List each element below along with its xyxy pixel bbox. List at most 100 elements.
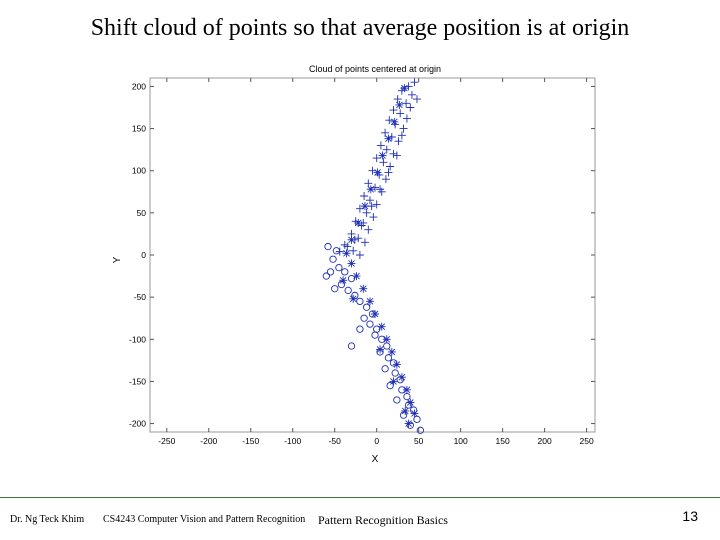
x-tick-label: -50 [329, 436, 342, 446]
data-point-plus [379, 158, 388, 167]
data-point-circle [347, 342, 356, 350]
data-point-plus [402, 114, 411, 123]
data-point-star [359, 284, 368, 293]
data-point-plus [369, 213, 378, 222]
data-point-circle [389, 359, 398, 367]
data-point-circle [356, 297, 364, 306]
data-point-star [404, 419, 413, 428]
data-point-plus [362, 208, 371, 217]
y-tick-label: 50 [137, 208, 147, 218]
data-point-plus [402, 99, 411, 108]
data-point-plus [355, 251, 364, 259]
footer-author: Dr. Ng Teck Khim [10, 514, 85, 525]
footer-divider [0, 497, 720, 498]
data-point-circle [329, 255, 337, 263]
data-point-plus [393, 95, 402, 104]
data-point-circle [332, 247, 341, 255]
x-tick-label: -200 [200, 436, 217, 446]
data-point-circle [403, 392, 411, 401]
data-point-star [371, 310, 380, 318]
x-tick-label: 150 [496, 436, 510, 446]
data-point-plus [389, 106, 398, 115]
y-tick-label: -150 [129, 376, 146, 386]
data-point-circle [326, 268, 335, 276]
data-point-star [390, 117, 399, 126]
data-point-circle [413, 415, 421, 424]
plot-background [149, 77, 596, 433]
x-tick-label: 250 [580, 436, 594, 446]
data-point-star [392, 360, 401, 369]
data-point-star [347, 235, 356, 244]
data-point-circle [416, 426, 425, 434]
data-point-plus [382, 145, 391, 154]
data-point-plus [399, 124, 408, 133]
y-tick-label: 100 [132, 166, 146, 176]
footer-topic: Pattern Recognition Basics [318, 513, 448, 527]
data-point-circle [409, 406, 418, 414]
data-point-plus [349, 246, 358, 255]
data-point-plus [340, 240, 349, 249]
data-point-star [349, 294, 358, 303]
data-point-circle [351, 291, 359, 300]
y-ticks: 200 150 100 50 0 -50 -100 -150 -200 [129, 81, 595, 429]
data-point-star [402, 385, 411, 394]
data-point-star [376, 345, 385, 354]
data-point-plus [389, 149, 398, 158]
data-point-star [365, 297, 374, 306]
x-ticks: -250 -200 -150 -100 -50 0 50 100 150 200 250 [158, 78, 594, 446]
data-point-plus [386, 162, 395, 171]
data-point-circle [398, 386, 406, 394]
data-point-plus [407, 90, 416, 99]
data-point-star [401, 406, 410, 415]
data-point-plus [376, 185, 385, 194]
data-point-star [389, 377, 398, 386]
data-point-circle [331, 285, 339, 293]
data-point-plus [376, 141, 385, 150]
data-point-plus [364, 179, 373, 188]
footer-course: CS4243 Computer Vision and Pattern Recog… [103, 514, 306, 525]
data-point-star [342, 249, 351, 258]
data-point-circle [366, 320, 374, 328]
data-point-plus [360, 238, 369, 247]
data-point-circle [368, 310, 377, 318]
data-point-circle [322, 272, 330, 280]
y-tick-label: -100 [129, 334, 146, 344]
data-point-star [354, 218, 363, 227]
data-point-star [377, 322, 386, 331]
data-point-star [360, 202, 369, 211]
data-point-circle [399, 411, 408, 419]
data-point-plus [396, 109, 405, 118]
data-point-circle [341, 268, 349, 276]
x-tick-label: 50 [414, 436, 424, 446]
data-point-circle [337, 280, 346, 289]
data-point-star [382, 335, 391, 344]
data-point-circle [384, 354, 393, 362]
data-point-plus [410, 78, 419, 87]
data-point-circle [335, 263, 343, 272]
data-point-plus [367, 202, 376, 211]
data-point-star [395, 100, 404, 109]
x-tick-label: 100 [454, 436, 468, 446]
data-point-circle [404, 401, 413, 409]
data-point-plus [364, 225, 373, 234]
chart-svg: Cloud of points centered at origin X Y -… [112, 64, 596, 465]
data-point-star [366, 185, 375, 194]
data-point-star [400, 84, 409, 93]
data-point-plus [360, 192, 369, 200]
data-point-circle [360, 314, 368, 322]
data-point-star [347, 259, 356, 268]
data-point-plus [384, 168, 393, 177]
data-point-plus [413, 95, 421, 104]
data-point-circle [391, 369, 399, 377]
points-layer [322, 78, 425, 434]
data-point-circle [324, 242, 332, 251]
y-tick-label: 200 [132, 81, 146, 91]
data-point-plus [387, 133, 396, 141]
x-axis-label: X [372, 454, 379, 465]
data-point-plus [406, 103, 415, 112]
data-point-plus [397, 131, 406, 140]
data-point-star [387, 347, 396, 356]
data-point-star [384, 134, 393, 143]
data-point-plus [368, 166, 377, 175]
data-point-circle [378, 335, 386, 343]
